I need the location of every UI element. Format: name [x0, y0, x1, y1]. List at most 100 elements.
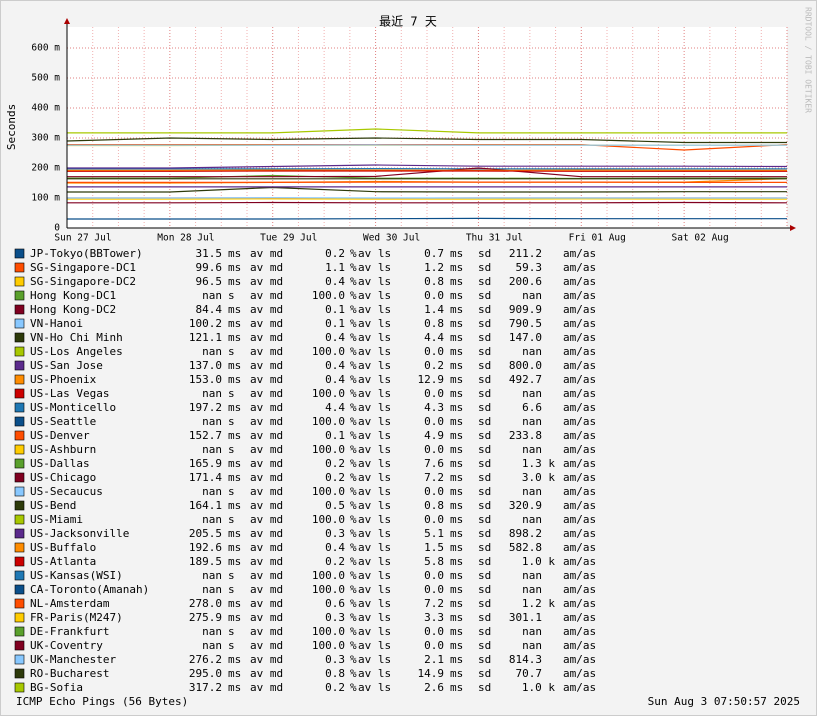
sd: 1.4: [424, 303, 444, 316]
am-as: nan: [522, 443, 542, 456]
sd: 4.9: [424, 429, 444, 442]
av-ls: 0.4: [325, 359, 345, 372]
y-tick-label: 500 m: [31, 73, 60, 84]
legend-swatch: [14, 584, 25, 595]
am-as: 492.7: [509, 373, 542, 386]
y-tick-label: 400 m: [31, 103, 60, 114]
col-label: av ls: [358, 289, 391, 302]
legend-name: BG-Sofia: [30, 681, 83, 694]
am-as: 814.3: [509, 653, 542, 666]
sd: 2.6: [424, 681, 444, 694]
av-ls-unit: %: [350, 303, 357, 316]
am-as: nan: [522, 289, 542, 302]
series-line: [67, 167, 787, 178]
av-md-unit: ms: [228, 541, 241, 554]
col-label: av md: [250, 303, 283, 316]
legend-name: US-Denver: [30, 429, 90, 442]
sd: 0.0: [424, 289, 444, 302]
av-md: nan: [202, 625, 222, 638]
av-ls-unit: %: [350, 359, 357, 372]
sd: 5.1: [424, 527, 444, 540]
sd-unit: ms: [450, 275, 463, 288]
am-as: nan: [522, 513, 542, 526]
sd-unit: ms: [450, 555, 463, 568]
am-as: nan: [522, 625, 542, 638]
col-label: am/as: [563, 639, 596, 652]
sd-unit: ms: [450, 317, 463, 330]
col-label: am/as: [563, 415, 596, 428]
av-md-unit: ms: [228, 597, 241, 610]
col-label: av md: [250, 597, 283, 610]
legend-name: US-Bend: [30, 499, 76, 512]
col-label: am/as: [563, 527, 596, 540]
av-md-unit: ms: [228, 261, 241, 274]
av-ls: 100.0: [312, 415, 345, 428]
am-as: 1.3 k: [522, 457, 555, 470]
av-md: 121.1: [189, 331, 222, 344]
col-label: av ls: [358, 527, 391, 540]
col-label: am/as: [563, 373, 596, 386]
sd: 12.9: [418, 373, 445, 386]
av-md-unit: ms: [228, 275, 241, 288]
col-label: av md: [250, 443, 283, 456]
legend-swatch: [14, 640, 25, 651]
legend-swatch: [14, 360, 25, 371]
am-as: 70.7: [516, 667, 543, 680]
am-as: 909.9: [509, 303, 542, 316]
col-label: av ls: [358, 653, 391, 666]
sd: 1.2: [424, 261, 444, 274]
av-md-unit: ms: [228, 359, 241, 372]
col-label: av ls: [358, 583, 391, 596]
legend-swatch: [14, 416, 25, 427]
sd-unit: ms: [450, 541, 463, 554]
av-md-unit: ms: [228, 303, 241, 316]
col-label: sd: [478, 373, 491, 386]
legend-swatch: [14, 626, 25, 637]
sd-unit: ms: [450, 261, 463, 274]
legend-name: DE-Frankfurt: [30, 625, 109, 638]
legend-name: RO-Bucharest: [30, 667, 109, 680]
col-label: sd: [478, 443, 491, 456]
col-label: av md: [250, 653, 283, 666]
av-md-unit: s: [228, 639, 235, 652]
am-as: 800.0: [509, 359, 542, 372]
av-ls: 0.2: [325, 471, 345, 484]
legend-swatch: [14, 290, 25, 301]
col-label: av ls: [358, 611, 391, 624]
av-ls: 0.1: [325, 429, 345, 442]
av-md: 197.2: [189, 401, 222, 414]
col-label: am/as: [563, 247, 596, 260]
av-md-unit: s: [228, 625, 235, 638]
av-ls-unit: %: [350, 457, 357, 470]
av-ls-unit: %: [350, 653, 357, 666]
legend-swatch: [14, 528, 25, 539]
legend-swatch: [14, 248, 25, 259]
col-label: am/as: [563, 331, 596, 344]
sd-unit: ms: [450, 387, 463, 400]
av-ls: 100.0: [312, 569, 345, 582]
av-md-unit: ms: [228, 471, 241, 484]
col-label: av ls: [358, 569, 391, 582]
av-ls: 0.4: [325, 373, 345, 386]
sd-unit: ms: [450, 373, 463, 386]
av-ls: 1.1: [325, 261, 345, 274]
legend-swatch: [14, 402, 25, 413]
col-label: sd: [478, 275, 491, 288]
col-label: am/as: [563, 597, 596, 610]
sd: 7.6: [424, 457, 444, 470]
sd-unit: ms: [450, 639, 463, 652]
sd-unit: ms: [450, 569, 463, 582]
x-tick-label: Tue 29 Jul: [260, 233, 317, 244]
am-as: 1.0 k: [522, 555, 555, 568]
av-ls: 100.0: [312, 513, 345, 526]
y-axis-label: Seconds: [5, 104, 18, 150]
am-as: 200.6: [509, 275, 542, 288]
col-label: av ls: [358, 429, 391, 442]
av-ls: 100.0: [312, 443, 345, 456]
col-label: sd: [478, 303, 491, 316]
col-label: am/as: [563, 555, 596, 568]
av-md: 153.0: [189, 373, 222, 386]
av-md: 137.0: [189, 359, 222, 372]
av-ls-unit: %: [350, 639, 357, 652]
col-label: av md: [250, 457, 283, 470]
